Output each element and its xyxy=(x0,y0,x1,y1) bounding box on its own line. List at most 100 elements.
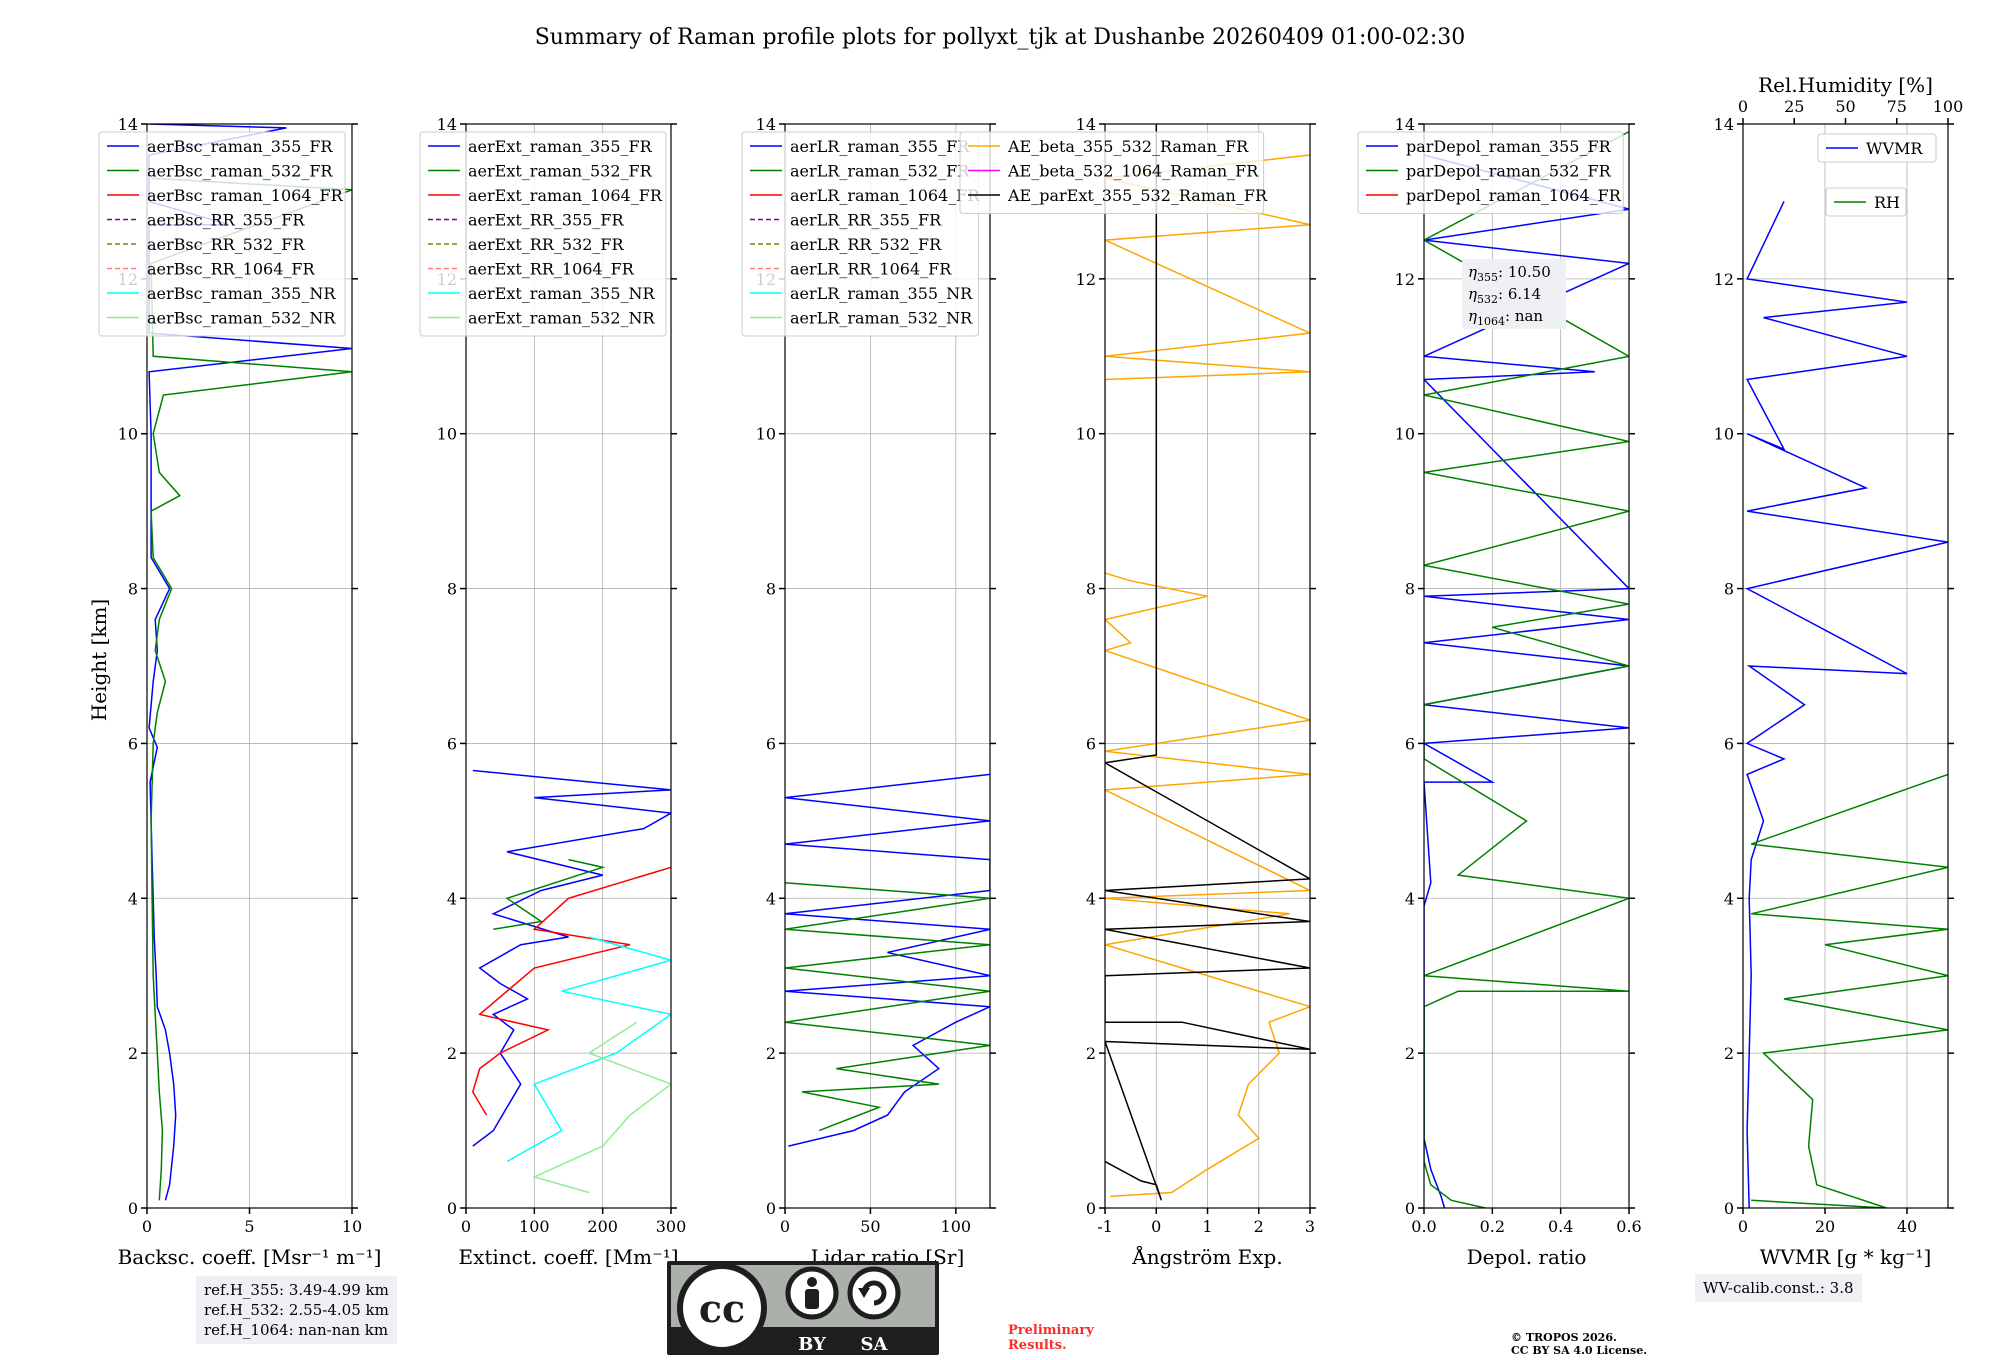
legend-label-aerBsc_RR_1064_FR: aerBsc_RR_1064_FR xyxy=(147,260,316,279)
share-alike-icon xyxy=(847,1266,901,1320)
y-tick-label: 10 xyxy=(1076,425,1096,444)
legend-label-aerExt_raman_355_NR: aerExt_raman_355_NR xyxy=(468,284,656,303)
y-tick-label: 6 xyxy=(1405,734,1415,753)
legend-label-aerExt_raman_532_FR: aerExt_raman_532_FR xyxy=(468,162,653,181)
y-tick-label: 4 xyxy=(1724,889,1734,908)
height-axis-label: Height [km] xyxy=(87,599,111,721)
y-tick-label: 10 xyxy=(1395,425,1415,444)
ref-height-532: ref.H_532: 2.55-4.05 km xyxy=(204,1301,389,1319)
legend-label-aerLR_raman_532_NR: aerLR_raman_532_NR xyxy=(790,309,973,328)
x-tick-label: 0 xyxy=(142,1217,152,1236)
y-tick-label: 14 xyxy=(1714,115,1734,134)
legend-label-parDepol_raman_1064_FR: parDepol_raman_1064_FR xyxy=(1406,186,1622,205)
cc-by-label: BY xyxy=(798,1334,827,1355)
x-tick-label: 10 xyxy=(342,1217,362,1236)
copyright-note: © TROPOS 2026. CC BY SA 4.0 License. xyxy=(1511,1331,1647,1357)
eta-value-1064: η1064: nan xyxy=(1468,307,1543,328)
preliminary-note: Preliminary Results. xyxy=(1008,1323,1094,1353)
y-tick-label: 2 xyxy=(766,1044,776,1063)
preliminary-line-2: Results. xyxy=(1008,1338,1067,1353)
y-tick-label: 10 xyxy=(437,425,457,444)
copyright-line-2: CC BY SA 4.0 License. xyxy=(1511,1344,1648,1357)
series-line-aerExt_raman_355_NR xyxy=(506,936,671,1163)
y-tick-label: 8 xyxy=(447,580,457,599)
y-tick-label: 2 xyxy=(1724,1044,1734,1063)
y-tick-label: 0 xyxy=(128,1199,138,1218)
series-line-RH xyxy=(1750,773,1948,1208)
y-tick-label: 8 xyxy=(128,580,138,599)
figure-title: Summary of Raman profile plots for polly… xyxy=(535,25,1466,50)
x-tick-label: 0 xyxy=(1151,1217,1161,1236)
y-tick-label: 0 xyxy=(1724,1199,1734,1218)
legend-label-aerExt_RR_1064_FR: aerExt_RR_1064_FR xyxy=(468,260,635,279)
y-tick-label: 4 xyxy=(1086,889,1096,908)
y-tick-label: 4 xyxy=(766,889,776,908)
legend-label-aerLR_RR_1064_FR: aerLR_RR_1064_FR xyxy=(790,260,952,279)
panel-lr: 02468101214050100Lidar ratio [Sr]aerLR_r… xyxy=(741,115,996,1269)
legend-label-aerExt_RR_355_FR: aerExt_RR_355_FR xyxy=(468,211,625,230)
legend-label-aerLR_raman_1064_FR: aerLR_raman_1064_FR xyxy=(790,186,980,205)
legend-label-aerBsc_RR_355_FR: aerBsc_RR_355_FR xyxy=(147,211,305,230)
y-tick-label: 8 xyxy=(1405,580,1415,599)
y-tick-label: 12 xyxy=(1395,270,1415,289)
x-tick-label: 0.2 xyxy=(1480,1217,1505,1236)
y-tick-label: 14 xyxy=(437,115,457,134)
x-tick-label: 100 xyxy=(941,1217,972,1236)
legend-label-aerBsc_raman_532_FR: aerBsc_raman_532_FR xyxy=(147,162,333,181)
legend-box-lr xyxy=(741,131,979,337)
top-x-axis-label: Rel.Humidity [%] xyxy=(1758,73,1933,97)
y-tick-label: 14 xyxy=(118,115,138,134)
axes-frame-lr xyxy=(784,123,991,1209)
x-tick-label: 40 xyxy=(1897,1217,1917,1236)
x-tick-label: 3 xyxy=(1305,1217,1315,1236)
y-tick-label: 8 xyxy=(1086,580,1096,599)
y-tick-label: 14 xyxy=(1395,115,1415,134)
legend-label-aerExt_raman_1064_FR: aerExt_raman_1064_FR xyxy=(468,186,663,205)
series-line-aerLR_raman_532_FR xyxy=(785,882,990,1132)
panel-bsc: 024681012140510Backsc. coeff. [Msr⁻¹ m⁻¹… xyxy=(98,115,381,1269)
x-tick-label: 2 xyxy=(1254,1217,1264,1236)
eta-value-355: η355: 10.50 xyxy=(1468,263,1551,284)
top-x-tick-label: 100 xyxy=(1933,97,1964,116)
legend-label-RH: RH xyxy=(1874,193,1900,212)
y-tick-label: 6 xyxy=(1086,734,1096,753)
x-tick-label: 100 xyxy=(519,1217,550,1236)
axes-frame-depol xyxy=(1423,123,1630,1209)
legend-label-aerLR_RR_532_FR: aerLR_RR_532_FR xyxy=(790,235,942,254)
legend-label-aerExt_RR_532_FR: aerExt_RR_532_FR xyxy=(468,235,625,254)
y-tick-label: 0 xyxy=(447,1199,457,1218)
legend-label-aerLR_raman_532_FR: aerLR_raman_532_FR xyxy=(790,162,970,181)
x-tick-label: 0 xyxy=(780,1217,790,1236)
series-line-aerExt_raman_532_FR xyxy=(493,858,606,931)
y-tick-label: 2 xyxy=(1405,1044,1415,1063)
legend-label-aerBsc_raman_355_FR: aerBsc_raman_355_FR xyxy=(147,137,333,156)
wv-calib-text: WV-calib.const.: 3.8 xyxy=(1703,1279,1854,1297)
eta-value-532: η532: 6.14 xyxy=(1468,285,1541,306)
legend-label-aerBsc_raman_355_NR: aerBsc_raman_355_NR xyxy=(147,284,336,303)
legend-label-aerBsc_raman_532_NR: aerBsc_raman_532_NR xyxy=(147,309,336,328)
legend-label-aerLR_raman_355_NR: aerLR_raman_355_NR xyxy=(790,284,973,303)
series-line-aerBsc_raman_532_FR xyxy=(150,177,352,1201)
series-line-aerExt_raman_532_NR xyxy=(532,1021,671,1194)
x-tick-label: 20 xyxy=(1815,1217,1835,1236)
x-tick-label: 0 xyxy=(1738,1217,1748,1236)
y-tick-label: 2 xyxy=(128,1044,138,1063)
x-axis-label-ext: Extinct. coeff. [Mm⁻¹] xyxy=(458,1245,678,1269)
x-axis-label-depol: Depol. ratio xyxy=(1467,1245,1587,1269)
y-tick-label: 10 xyxy=(756,425,776,444)
y-tick-label: 2 xyxy=(1086,1044,1096,1063)
x-tick-label: 0.4 xyxy=(1548,1217,1573,1236)
series-line-aerLR_raman_355_FR xyxy=(785,773,990,1147)
y-tick-label: 2 xyxy=(447,1044,457,1063)
eta-box xyxy=(1462,258,1566,329)
x-tick-label: -1 xyxy=(1097,1217,1113,1236)
legend-label-aerBsc_raman_1064_FR: aerBsc_raman_1064_FR xyxy=(147,186,344,205)
legend-label-aerExt_raman_355_FR: aerExt_raman_355_FR xyxy=(468,137,653,156)
x-tick-label: 50 xyxy=(860,1217,880,1236)
legend-label-parDepol_raman_355_FR: parDepol_raman_355_FR xyxy=(1406,137,1612,156)
legend-box-depol xyxy=(1357,131,1624,214)
y-tick-label: 0 xyxy=(1086,1199,1096,1218)
wv-calib-box: WV-calib.const.: 3.8 xyxy=(1695,1274,1862,1302)
